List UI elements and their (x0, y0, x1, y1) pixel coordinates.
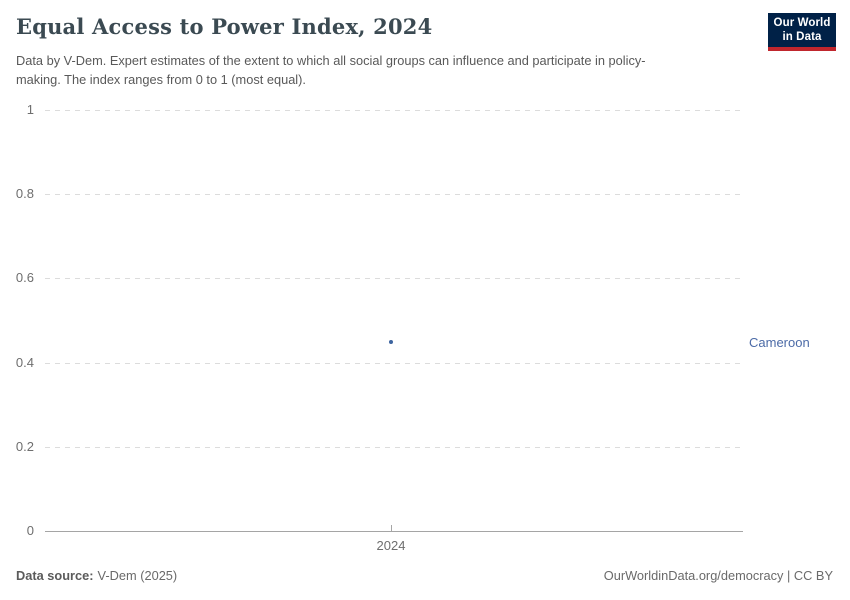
y-gridline-0.8 (45, 194, 743, 195)
y-tick-label-0: 0 (26, 523, 34, 538)
y-gridline-0.2 (45, 447, 743, 448)
y-gridline-0.4 (45, 363, 743, 364)
chart-title: Equal Access to Power Index, 2024 (16, 14, 433, 39)
data-source-value: V-Dem (2025) (97, 568, 178, 583)
chart-footer: Data source: V-Dem (2025) OurWorldinData.… (16, 568, 833, 583)
data-point-cameroon[interactable] (389, 340, 393, 344)
data-source-label: Data source: (16, 568, 94, 583)
owid-logo-line1: Our World (773, 17, 831, 29)
x-axis-tick-mark (391, 525, 392, 532)
x-tick-label: 2024 (376, 538, 406, 553)
owid-logo-line2: in Data (782, 30, 822, 43)
x-axis-line (45, 531, 743, 532)
footer-citation-link[interactable]: OurWorldinData.org/democracy | CC BY (603, 568, 833, 583)
owid-logo[interactable]: Our World in Data (768, 13, 836, 51)
data-source-line: Data source: V-Dem (2025) (16, 568, 177, 583)
y-tick-label-0.4: 0.4 (15, 355, 34, 370)
y-tick-label-1: 1 (26, 102, 34, 117)
chart-subtitle: Data by V-Dem. Expert estimates of the e… (16, 53, 646, 87)
y-gridline-0.6 (45, 278, 743, 279)
y-tick-label-0.6: 0.6 (15, 270, 34, 285)
y-tick-label-0.2: 0.2 (15, 439, 34, 454)
entity-label-cameroon[interactable]: Cameroon (749, 335, 810, 350)
y-tick-label-0.8: 0.8 (15, 186, 34, 201)
y-gridline-1 (45, 110, 743, 111)
